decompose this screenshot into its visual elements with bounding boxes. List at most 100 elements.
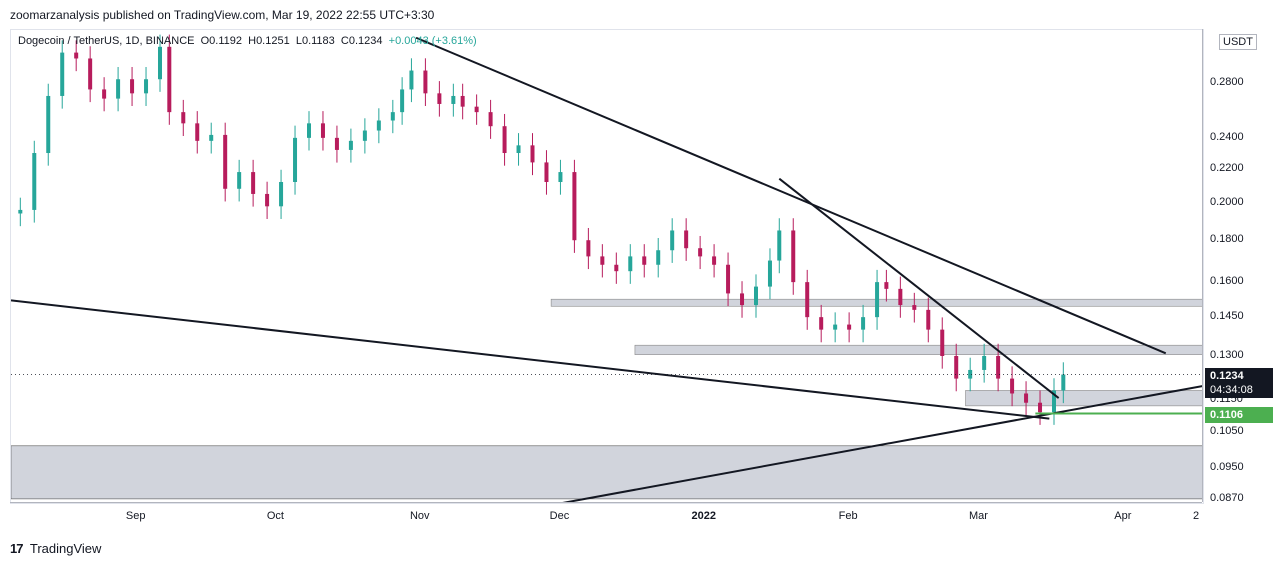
candle-body [409, 70, 414, 90]
candle-body [670, 230, 675, 251]
price-axis[interactable] [1202, 29, 1271, 502]
candle-body [516, 145, 521, 154]
time-tick-label: Apr [1114, 510, 1132, 522]
brand-name: TradingView [29, 541, 102, 556]
candle-body [1024, 393, 1029, 403]
brand-footer[interactable]: 17 TradingView [10, 541, 101, 556]
candle-body [1052, 390, 1056, 413]
price-tick-label: 0.0950 [1210, 460, 1244, 473]
resistance-zone-middle [634, 344, 1203, 355]
candle-body [390, 112, 395, 121]
time-tick-label: Feb [838, 510, 858, 522]
rising-support-line [556, 384, 1203, 503]
last-price-value: 0.1234 [1210, 370, 1244, 382]
time-tick-label: 2 [1192, 510, 1200, 522]
candle-body [502, 126, 507, 154]
candle-body [996, 355, 1001, 379]
candle-body [777, 230, 782, 261]
candle-body [544, 162, 549, 183]
candle-body [861, 317, 866, 330]
time-tick-label: Oct [266, 510, 284, 522]
price-tick-label: 0.2400 [1210, 130, 1244, 143]
time-tick-label: Mar [969, 510, 988, 522]
candle-body [586, 240, 591, 257]
candle-body [968, 369, 973, 379]
candle-body [926, 309, 931, 330]
candle-body [32, 153, 37, 210]
candle-body [805, 282, 810, 318]
candle-body [954, 355, 959, 379]
candle-body [181, 112, 186, 124]
candle-body [334, 137, 339, 150]
price-tick-label: 0.1450 [1210, 310, 1244, 323]
falling-support-line [11, 299, 1050, 420]
candle-body [460, 95, 465, 107]
candle-body [488, 112, 493, 127]
candle-body [437, 93, 442, 104]
candle-body [362, 130, 367, 141]
candle-body [791, 230, 796, 283]
chart-pane[interactable] [10, 29, 1204, 504]
change-value: +0.0043 (+3.61%) [388, 35, 477, 47]
candle-body [767, 260, 772, 287]
publish-info: zoomarzanalysis published on TradingView… [10, 8, 435, 22]
candle-body [320, 123, 325, 138]
price-tick-label: 0.1800 [1210, 233, 1244, 246]
candle-body [1010, 378, 1015, 394]
candle-body [912, 305, 917, 310]
descending-trendline-long [415, 36, 1167, 355]
candle-body [46, 95, 51, 154]
time-tick-label: Sep [125, 510, 146, 522]
demand-zone [11, 445, 1203, 500]
candle-body [195, 123, 200, 141]
price-tick-label: 0.1600 [1210, 275, 1244, 288]
candle-body [1038, 402, 1043, 413]
candle-body [144, 79, 149, 94]
high-value: H0.1251 [248, 35, 290, 47]
candle-body [628, 256, 633, 272]
currency-unit[interactable]: USDT [1219, 34, 1257, 50]
time-axis[interactable] [10, 502, 1202, 531]
candle-body [600, 256, 605, 265]
candle-body [530, 145, 535, 163]
tradingview-logo-icon: 17 [10, 541, 24, 556]
time-tick-label: Nov [409, 510, 430, 522]
price-tick-label: 0.1050 [1210, 424, 1244, 437]
candle-body [898, 288, 903, 306]
candle-body [698, 248, 703, 257]
candle-body [656, 250, 661, 265]
candle-body [130, 79, 135, 94]
price-chart[interactable] [11, 30, 1203, 503]
countdown-value: 04:34:08 [1210, 384, 1253, 396]
price-tick-label: 0.2000 [1210, 195, 1244, 208]
candle-body [819, 317, 824, 330]
candle-body [307, 123, 311, 138]
last-price-badge: 0.1234 04:34:08 [1205, 368, 1273, 398]
candle-body [884, 282, 889, 289]
candle-body [167, 46, 172, 113]
symbol-name[interactable]: Dogecoin / TetherUS, 1D, BINANCE [18, 35, 195, 47]
candle-body [833, 324, 838, 330]
candle-body [102, 89, 107, 99]
candle-body [684, 230, 689, 249]
candle-body [1061, 374, 1066, 391]
candle-body [279, 182, 284, 207]
candle-body [982, 355, 987, 370]
candle-body [88, 58, 93, 90]
candle-body [209, 134, 214, 141]
time-tick-label: 2022 [691, 510, 717, 522]
candle-body [60, 52, 65, 96]
candle-body [237, 172, 242, 189]
price-tick-label: 0.2200 [1210, 161, 1244, 174]
descending-trendline-short [778, 177, 1060, 399]
candle-body [558, 172, 563, 183]
time-tick-label: Dec [549, 510, 570, 522]
candle-body [642, 256, 647, 265]
candle-body [74, 52, 79, 59]
low-price-badge: 0.1106 [1205, 407, 1273, 423]
candle-body [223, 134, 228, 189]
price-tick-label: 0.2800 [1210, 76, 1244, 89]
candle-body [348, 140, 353, 150]
candle-body [847, 324, 852, 330]
low-value: L0.1183 [295, 35, 335, 47]
